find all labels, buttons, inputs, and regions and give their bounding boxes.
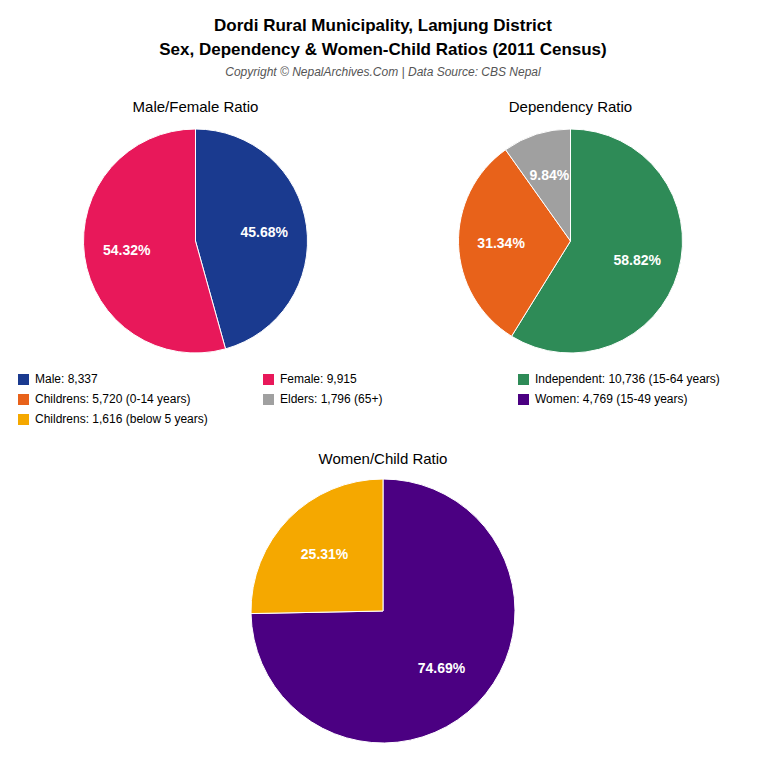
svg-text:9.84%: 9.84% — [530, 167, 570, 183]
html-text:Sex, Dependency & Women-Child: Sex, Dependency & Women-Child Ratios (20… — [159, 40, 607, 59]
html-text:Female: 9,915: Female: 9,915 — [280, 372, 357, 386]
svg-text:74.69%: 74.69% — [418, 660, 466, 676]
html-text:Copyright © NepalArchives.Com: Copyright © NepalArchives.Com | Data Sou… — [225, 65, 541, 79]
html-text:Male/Female Ratio: Male/Female Ratio — [132, 98, 259, 115]
svg-text:25.31%: 25.31% — [301, 546, 349, 562]
svg-text:58.82%: 58.82% — [614, 252, 662, 268]
html-text:Childrens: 1,616 (below 5 year: Childrens: 1,616 (below 5 years) — [35, 412, 208, 426]
html-text:Independent: 10,736 (15-64 yea: Independent: 10,736 (15-64 years) — [535, 372, 720, 386]
html-text:Elders: 1,796 (65+): Elders: 1,796 (65+) — [280, 392, 383, 406]
svg-text:54.32%: 54.32% — [103, 242, 151, 258]
html-text:Dordi Rural Municipality, Lamj: Dordi Rural Municipality, Lamjung Distri… — [214, 16, 552, 35]
svg-text:31.34%: 31.34% — [477, 235, 525, 251]
html-text:Women: 4,769 (15-49 years): Women: 4,769 (15-49 years) — [535, 392, 688, 406]
html-text:Women/Child Ratio: Women/Child Ratio — [318, 450, 448, 467]
html-text:Childrens: 5,720 (0-14 years): Childrens: 5,720 (0-14 years) — [35, 392, 191, 406]
html-text:Male: 8,337: Male: 8,337 — [35, 372, 98, 386]
html-text:Dependency Ratio: Dependency Ratio — [508, 98, 633, 115]
svg-text:45.68%: 45.68% — [241, 224, 289, 240]
